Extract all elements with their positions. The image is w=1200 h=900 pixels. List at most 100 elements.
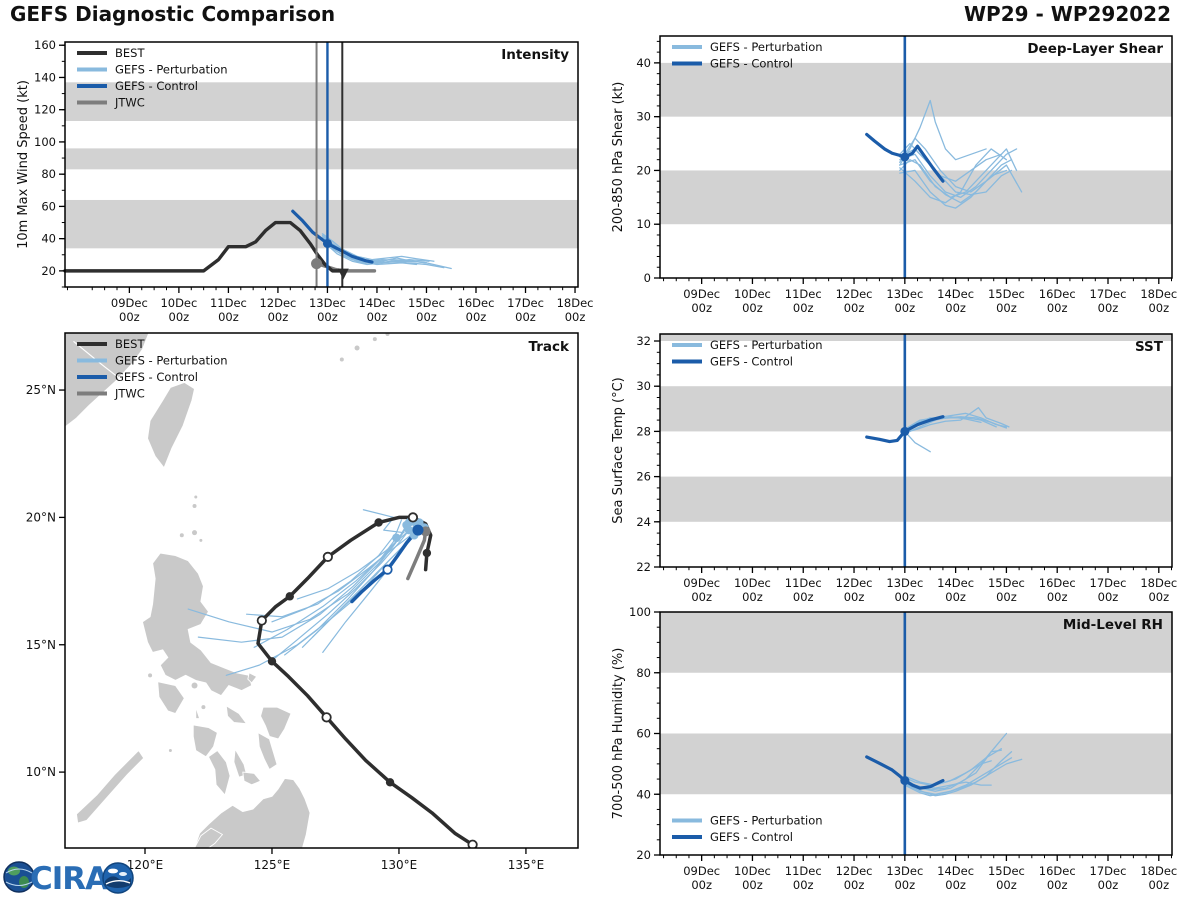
storm-id-title: WP29 - WP292022 [964,2,1171,26]
svg-text:100: 100 [629,605,651,619]
svg-text:20: 20 [41,264,56,278]
svg-text:20: 20 [636,163,651,177]
svg-text:32: 32 [636,334,651,348]
svg-text:12Dec: 12Dec [259,296,296,310]
svg-text:Intensity: Intensity [501,47,569,63]
svg-text:11Dec: 11Dec [785,576,822,590]
svg-text:00z: 00z [996,301,1017,315]
svg-text:80: 80 [41,167,56,181]
svg-text:00z: 00z [218,310,239,324]
svg-text:00z: 00z [691,878,712,892]
svg-text:GEFS - Perturbation: GEFS - Perturbation [710,338,823,352]
svg-text:17Dec: 17Dec [1090,576,1127,590]
svg-text:15°N: 15°N [26,638,56,652]
svg-text:15Dec: 15Dec [408,296,445,310]
svg-text:140: 140 [34,70,56,84]
svg-text:40: 40 [41,232,56,246]
svg-text:JTWC: JTWC [114,96,145,110]
svg-text:60: 60 [636,727,651,741]
svg-text:00z: 00z [691,590,712,604]
svg-text:09Dec: 09Dec [683,864,720,878]
svg-text:10m Max Wind Speed (kt): 10m Max Wind Speed (kt) [16,80,31,249]
svg-text:18Dec: 18Dec [1140,576,1177,590]
svg-text:28: 28 [636,424,651,438]
svg-text:11Dec: 11Dec [785,287,822,301]
svg-text:11Dec: 11Dec [785,864,822,878]
svg-text:40: 40 [636,787,651,801]
svg-text:14Dec: 14Dec [937,864,974,878]
svg-text:13Dec: 13Dec [886,576,923,590]
svg-text:130°E: 130°E [381,858,418,872]
svg-text:24: 24 [636,515,651,529]
svg-text:00z: 00z [691,301,712,315]
svg-text:17Dec: 17Dec [507,296,544,310]
svg-text:30: 30 [636,379,651,393]
svg-text:10°N: 10°N [26,765,56,779]
svg-text:JTWC: JTWC [114,387,145,401]
svg-text:40: 40 [636,56,651,70]
svg-text:GEFS - Perturbation: GEFS - Perturbation [115,63,228,77]
svg-text:10Dec: 10Dec [734,576,771,590]
svg-text:GEFS - Perturbation: GEFS - Perturbation [710,814,823,828]
svg-text:0: 0 [644,271,651,285]
svg-text:17Dec: 17Dec [1090,864,1127,878]
svg-text:Mid-Level RH: Mid-Level RH [1063,617,1163,633]
svg-text:15Dec: 15Dec [988,576,1025,590]
svg-text:80: 80 [636,666,651,680]
svg-text:00z: 00z [1047,301,1068,315]
svg-text:25°N: 25°N [26,383,56,397]
svg-text:09Dec: 09Dec [683,576,720,590]
svg-text:00z: 00z [1148,301,1169,315]
svg-text:00z: 00z [119,310,140,324]
svg-text:00z: 00z [367,310,388,324]
svg-text:12Dec: 12Dec [836,864,873,878]
svg-text:18Dec: 18Dec [1140,864,1177,878]
svg-text:00z: 00z [742,878,763,892]
cira-logo: CIRA [2,851,142,899]
svg-text:00z: 00z [1098,878,1119,892]
svg-text:100: 100 [34,135,56,149]
svg-text:00z: 00z [742,590,763,604]
svg-text:16Dec: 16Dec [1039,287,1076,301]
globe-icon [3,861,35,893]
svg-text:00z: 00z [793,878,814,892]
page-title: GEFS Diagnostic Comparison [10,2,336,26]
svg-text:14Dec: 14Dec [937,576,974,590]
svg-text:00z: 00z [844,301,865,315]
svg-text:00z: 00z [945,590,966,604]
svg-text:00z: 00z [945,878,966,892]
svg-text:00z: 00z [742,301,763,315]
svg-text:60: 60 [41,199,56,213]
svg-text:13Dec: 13Dec [309,296,346,310]
svg-text:13Dec: 13Dec [886,287,923,301]
svg-text:00z: 00z [894,878,915,892]
svg-text:22: 22 [636,560,651,574]
svg-text:00z: 00z [945,301,966,315]
svg-text:00z: 00z [268,310,289,324]
svg-text:20: 20 [636,848,651,862]
svg-text:10Dec: 10Dec [734,287,771,301]
svg-text:00z: 00z [793,590,814,604]
svg-text:00z: 00z [1047,590,1068,604]
svg-text:00z: 00z [1047,878,1068,892]
svg-text:11Dec: 11Dec [210,296,247,310]
svg-text:700-500 hPa Humidity (%): 700-500 hPa Humidity (%) [611,648,626,820]
svg-text:GEFS - Control: GEFS - Control [115,370,198,384]
svg-text:00z: 00z [317,310,338,324]
svg-text:00z: 00z [844,590,865,604]
svg-text:09Dec: 09Dec [111,296,148,310]
svg-text:200-850 hPa Shear (kt): 200-850 hPa Shear (kt) [611,82,626,233]
svg-text:BEST: BEST [115,46,145,60]
svg-text:00z: 00z [996,878,1017,892]
svg-text:00z: 00z [416,310,437,324]
svg-text:10Dec: 10Dec [734,864,771,878]
svg-text:00z: 00z [466,310,487,324]
svg-text:Deep-Layer Shear: Deep-Layer Shear [1027,41,1163,57]
svg-text:18Dec: 18Dec [1140,287,1177,301]
svg-text:16Dec: 16Dec [1039,576,1076,590]
svg-text:GEFS - Control: GEFS - Control [710,355,793,369]
svg-text:GEFS - Perturbation: GEFS - Perturbation [710,40,823,54]
svg-text:00z: 00z [169,310,190,324]
svg-text:16Dec: 16Dec [458,296,495,310]
